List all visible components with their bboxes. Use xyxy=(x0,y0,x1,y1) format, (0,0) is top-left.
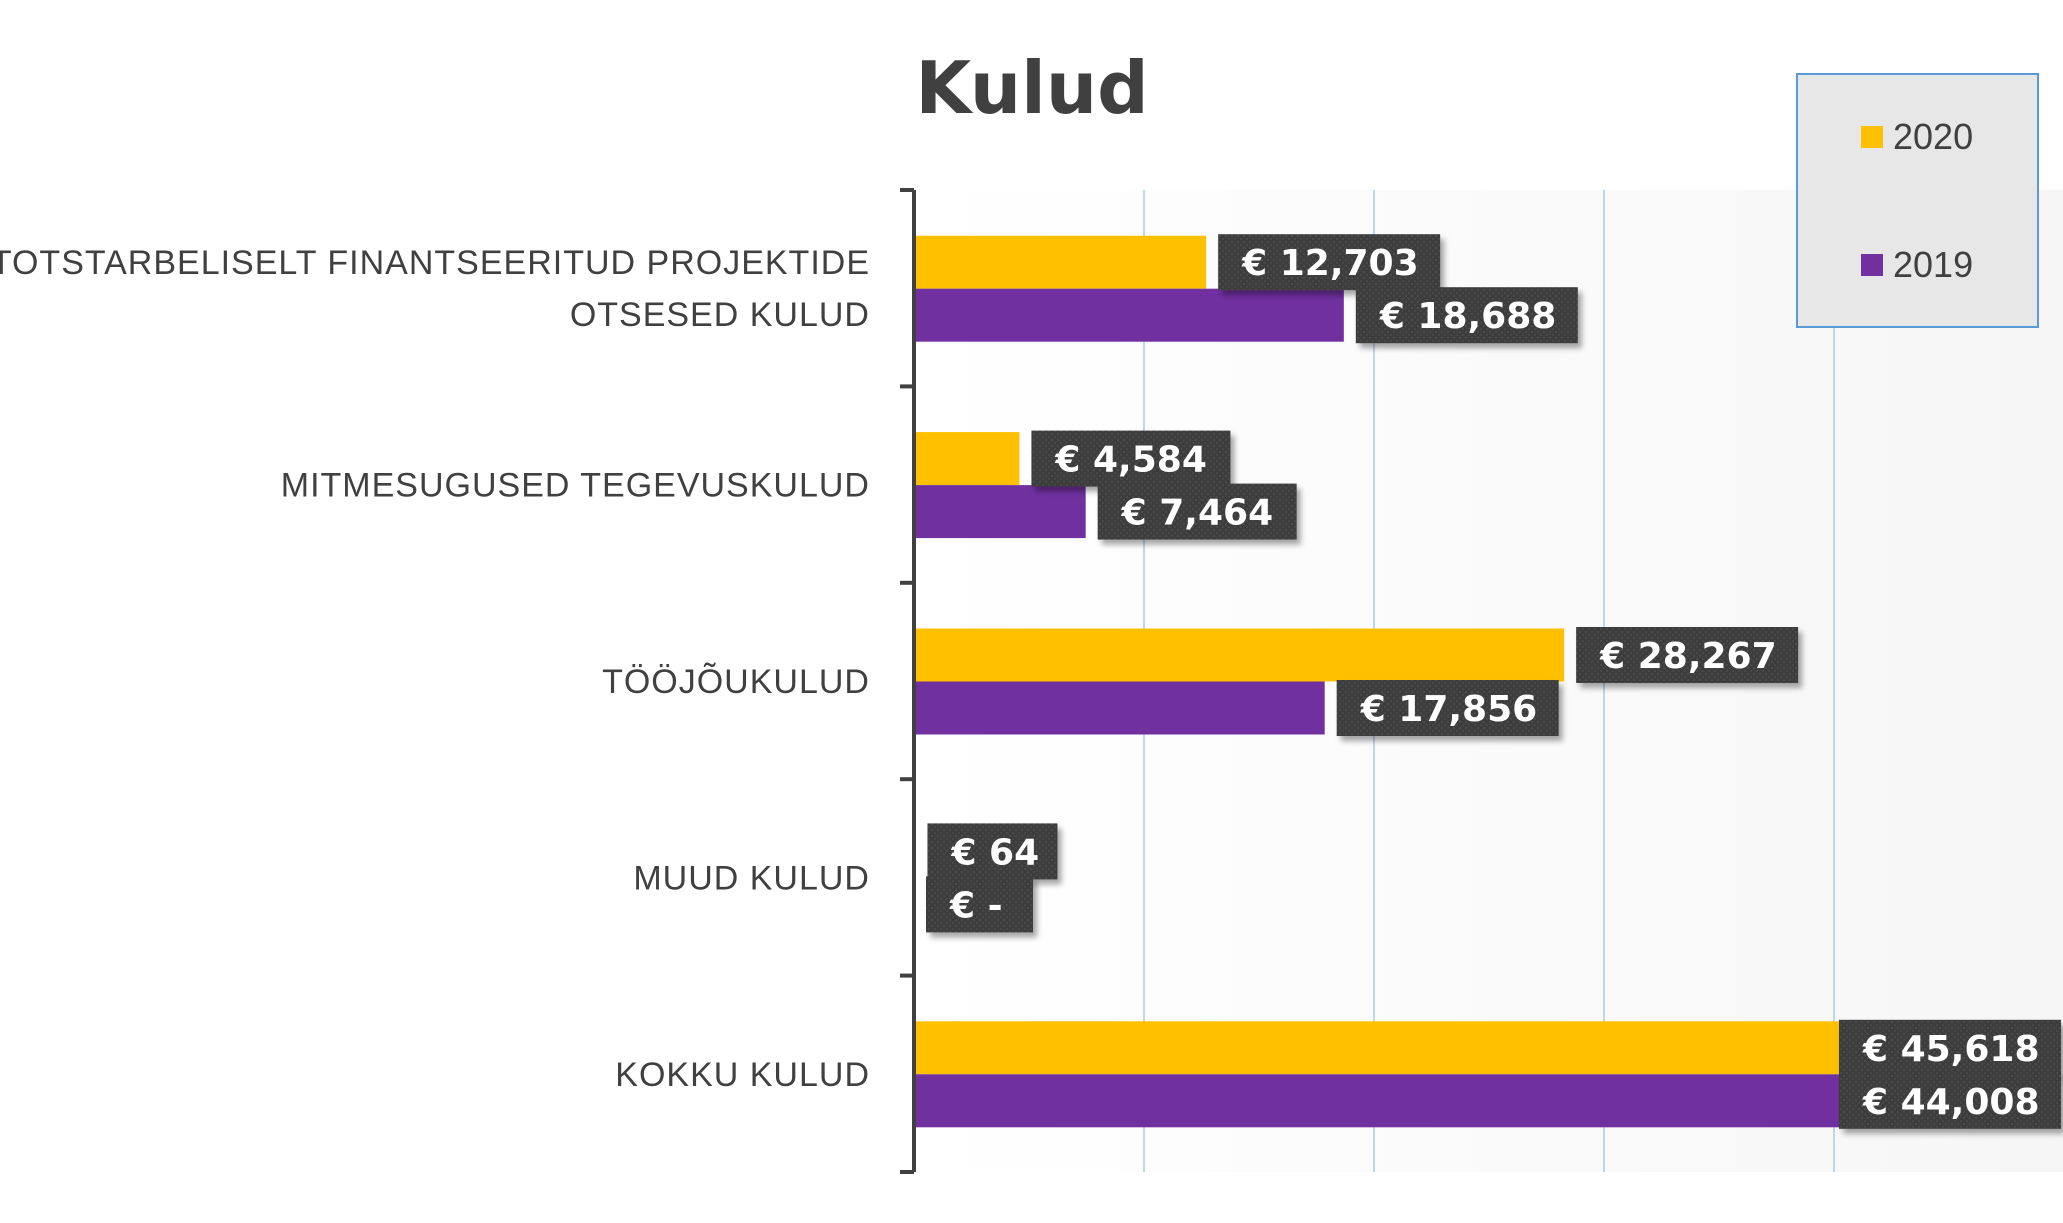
bar-2020 xyxy=(914,235,1207,289)
category-label: MITMESUGUSED TEGEVUSKULUD xyxy=(281,467,870,505)
data-label-box xyxy=(1576,627,1799,683)
data-label: € 45,618 xyxy=(1839,1019,2061,1076)
data-label-box xyxy=(1031,430,1231,487)
category-axis xyxy=(900,188,916,1174)
bars xyxy=(914,235,1964,1128)
data-label-text: € 17,856 xyxy=(1360,689,1538,730)
data-label-text: € 18,688 xyxy=(1379,296,1557,337)
data-label: € 44,008 xyxy=(1839,1072,2061,1129)
data-label: € - xyxy=(926,876,1033,933)
legend-label-2020: 2020 xyxy=(1893,116,1973,157)
data-label: € 28,267 xyxy=(1576,627,1799,683)
bar-2019 xyxy=(914,1074,1927,1128)
data-label-text: € 64 xyxy=(950,832,1039,873)
legend-box xyxy=(1796,73,2039,328)
data-label: € 18,688 xyxy=(1355,287,1578,344)
category-labels: SIHTOTSTARBELISELT FINANTSEERITUD PROJEK… xyxy=(0,244,870,1094)
data-label-box xyxy=(927,823,1058,880)
bar-2020 xyxy=(914,1021,1964,1075)
data-label-text: € 45,618 xyxy=(1862,1029,2040,1070)
category-label: TÖÖJÕUKULUD xyxy=(602,663,870,701)
data-label-text: € 28,267 xyxy=(1599,636,1777,677)
data-labels: € 12,703 € 18,688 € 4,584 € 7,464 € 28,267 € … xyxy=(926,234,2061,1129)
legend-label-2019: 2019 xyxy=(1893,244,1973,285)
data-label: € 7,464 xyxy=(1097,483,1297,540)
data-label-text: € 7,464 xyxy=(1121,493,1273,534)
bar-2020 xyxy=(914,628,1565,682)
data-label-text: € 12,703 xyxy=(1241,243,1419,284)
data-label-box xyxy=(1097,483,1297,540)
data-label-box xyxy=(1218,234,1441,291)
category-label: KOKKU KULUD xyxy=(615,1056,870,1094)
data-label: € 12,703 xyxy=(1218,234,1441,291)
data-label: € 4,584 xyxy=(1031,430,1231,487)
data-label-box xyxy=(1839,1019,2061,1076)
bar-2019 xyxy=(914,288,1344,342)
bar-2019 xyxy=(914,485,1086,539)
data-label-box xyxy=(1839,1072,2061,1129)
category-label: OTSESED KULUD xyxy=(570,296,870,334)
legend-swatch-2019 xyxy=(1861,254,1883,276)
data-label-text: € 4,584 xyxy=(1054,440,1206,481)
category-label: MUUD KULUD xyxy=(633,859,870,897)
data-label-text: € 44,008 xyxy=(1862,1082,2040,1123)
data-label-text: € - xyxy=(949,885,1003,926)
data-label-box xyxy=(1355,287,1578,344)
data-label: € 64 xyxy=(927,823,1058,880)
legend-swatch-2020 xyxy=(1861,126,1883,148)
legend: 2020 2019 xyxy=(1796,73,2039,328)
chart-title: Kulud xyxy=(915,46,1148,130)
bar-2019 xyxy=(914,681,1325,735)
category-label: SIHTOTSTARBELISELT FINANTSEERITUD PROJEK… xyxy=(0,244,870,282)
data-label-box xyxy=(926,876,1033,933)
data-label: € 17,856 xyxy=(1336,680,1559,736)
data-label-box xyxy=(1336,680,1559,736)
bar-2020 xyxy=(914,432,1020,486)
